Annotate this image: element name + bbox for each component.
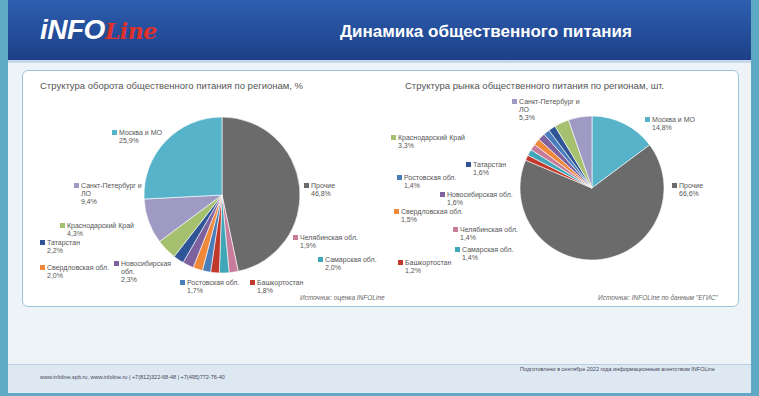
svg-text:Краснодарский Край4,3%: Краснодарский Край4,3% — [67, 222, 134, 237]
svg-text:Башкортостан1,2%: Башкортостан1,2% — [405, 259, 451, 274]
html-text:Структура рынка общественного: Структура рынка общественного питания по… — [405, 80, 665, 91]
svg-text:Новосибирская обл.1,6%: Новосибирская обл.1,6% — [447, 191, 513, 206]
html-text:Структура оборота общественног: Структура оборота общественного питания … — [40, 80, 303, 91]
svg-text:Москва и МО25,9%: Москва и МО25,9% — [119, 129, 163, 144]
svg-text:Самарская обл.2,0%: Самарская обл.2,0% — [325, 256, 377, 271]
svg-text:Челябинская обл.1,4%: Челябинская обл.1,4% — [460, 226, 518, 241]
svg-text:Свердловская обл.2,0%: Свердловская обл.2,0% — [47, 264, 109, 279]
svg-text:Прочие46,8%: Прочие46,8% — [311, 182, 335, 197]
svg-text:Новосибирскаяобл.2,3%: Новосибирскаяобл.2,3% — [121, 260, 171, 283]
svg-text:Санкт-Петербург иЛО5,3%: Санкт-Петербург иЛО5,3% — [519, 98, 580, 121]
svg-text:Татарстан2,2%: Татарстан2,2% — [47, 239, 80, 254]
html-text:Подготовлено в сентябре 2022 г: Подготовлено в сентябре 2022 года информ… — [520, 366, 715, 372]
html-text:iNFOLine: iNFOLine — [40, 14, 157, 45]
svg-text:Свердловская обл.1,5%: Свердловская обл.1,5% — [401, 208, 463, 223]
svg-text:Самарская обл.1,4%: Самарская обл.1,4% — [462, 246, 514, 261]
svg-text:Краснодарский Край3,3%: Краснодарский Край3,3% — [398, 134, 465, 149]
svg-text:Челябинская обл.1,9%: Челябинская обл.1,9% — [300, 234, 358, 249]
svg-text:Прочие66,6%: Прочие66,6% — [679, 182, 703, 197]
svg-text:Татарстан1,6%: Татарстан1,6% — [473, 161, 506, 176]
svg-text:Ростовская обл.1,4%: Ростовская обл.1,4% — [404, 174, 456, 189]
svg-text:Башкортостан1,8%: Башкортостан1,8% — [257, 279, 303, 294]
svg-text:Санкт-Петербург иЛО9,4%: Санкт-Петербург иЛО9,4% — [81, 182, 142, 205]
html-text:www.infoline.spb.ru, www.infol: www.infoline.spb.ru, www.infoline.ru | +… — [40, 374, 225, 380]
svg-text:Ростовская обл.1,7%: Ростовская обл.1,7% — [187, 279, 239, 294]
html-text:Динамика общественного питания: Динамика общественного питания — [340, 22, 632, 41]
html-text:Источник: оценка INFOLine: Источник: оценка INFOLine — [300, 294, 385, 301]
html-text:Источник: INFOLine по данным ": Источник: INFOLine по данным "ЕГИС" — [598, 294, 718, 301]
svg-text:Москва и МО14,8%: Москва и МО14,8% — [652, 116, 696, 131]
